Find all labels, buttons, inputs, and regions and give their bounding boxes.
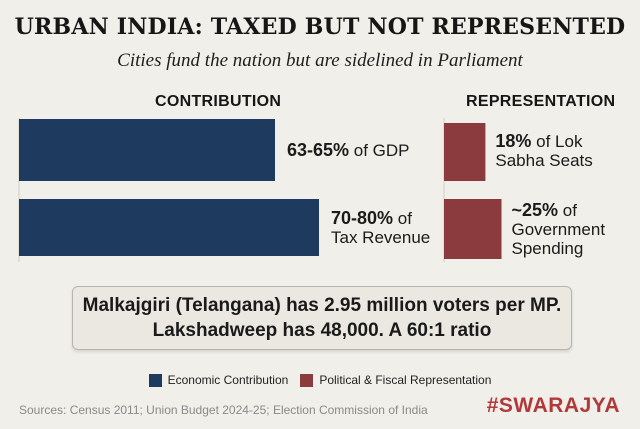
bar-value-seats: 18% (495, 131, 532, 151)
bar-text-spending: of Government Spending (511, 201, 606, 258)
callout-line-1: Malkajgiri (Telangana) has 2.95 million … (82, 295, 562, 316)
bar-value-gdp: 63-65% (287, 140, 350, 160)
chart-subtitle: Cities fund the nation but are sidelined… (117, 50, 523, 71)
legend-swatch-representation (300, 373, 314, 387)
bar-gdp-contribution (19, 119, 275, 181)
bar-text-tax: of Tax Revenue (331, 209, 431, 247)
bar-label-spending: ~25% of Government Spending (511, 200, 612, 259)
bar-text-gdp: of GDP (349, 141, 410, 160)
legend-label-representation: Political & Fiscal Representation (319, 373, 492, 387)
legend-swatch-contribution (148, 373, 162, 387)
bar-label-seats: 18% of Lok Sabha Seats (495, 131, 605, 171)
legend: Economic Contribution Political & Fiscal… (0, 373, 640, 387)
bar-text-seats: of Lok Sabha Seats (495, 132, 593, 170)
bar-value-spending: ~25% (511, 200, 559, 220)
callout-line-2: Lakshadweep has 48,000. A 60:1 ratio (152, 320, 492, 341)
contribution-heading: CONTRIBUTION (155, 93, 282, 110)
bar-government-spending (444, 199, 502, 259)
callout-box: Malkajgiri (Telangana) has 2.95 million … (72, 286, 572, 350)
bar-label-tax: 70-80% of Tax Revenue (331, 208, 441, 248)
brand-logo: #SWARAJYA (486, 394, 620, 417)
legend-label-contribution: Economic Contribution (167, 373, 289, 387)
sources-note: Sources: Census 2011; Union Budget 2024-… (19, 403, 428, 417)
bar-lok-sabha-seats (444, 123, 486, 181)
legend-item-representation: Political & Fiscal Representation (300, 373, 491, 387)
bar-tax-revenue (19, 199, 319, 256)
bar-label-gdp: 63-65% of GDP (287, 140, 410, 161)
representation-heading: REPRESENTATION (466, 93, 616, 110)
chart-title: URBAN INDIA: TAXED BUT NOT REPRESENTED (14, 14, 626, 40)
legend-item-contribution: Economic Contribution (148, 373, 289, 387)
bar-value-tax: 70-80% (331, 208, 394, 228)
